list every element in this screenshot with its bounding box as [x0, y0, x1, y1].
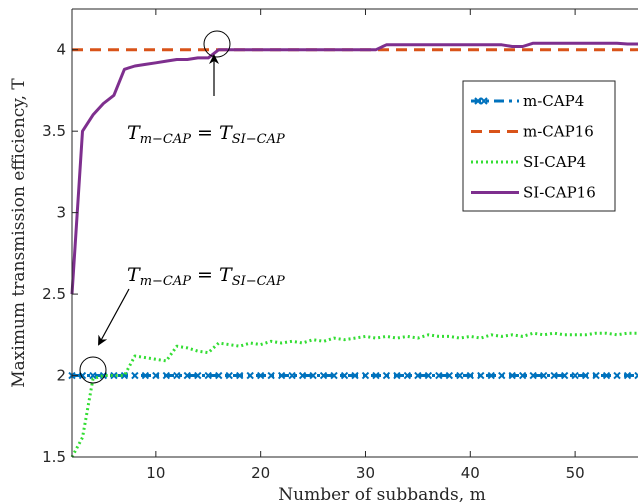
data-point: [445, 371, 454, 380]
data-point: [382, 371, 391, 380]
legend-box: [462, 80, 616, 212]
data-point: [194, 371, 202, 380]
data-point: [256, 371, 265, 380]
x-tick-label: 40: [461, 464, 480, 482]
data-point: [204, 371, 212, 380]
legend: m-CAP4 m-CAP16 SI-CAP4 SI-CAP16: [462, 80, 616, 212]
data-point: [424, 371, 433, 380]
data-point: [235, 371, 244, 380]
data-point: [309, 371, 317, 380]
data-point: [414, 371, 422, 380]
data-point: [581, 371, 590, 380]
y-axis-label: Maximum transmission efficiency, T: [9, 78, 29, 388]
data-point: [319, 371, 328, 380]
legend-label: SI-CAP16: [523, 184, 596, 202]
annotation-circle: [79, 356, 107, 384]
data-point: [592, 371, 600, 380]
data-point: [613, 371, 621, 380]
data-point: [571, 371, 579, 380]
data-point: [183, 371, 192, 380]
y-tick-label: 3.5: [42, 122, 66, 140]
data-point: [173, 371, 181, 380]
axes: [71, 8, 638, 458]
tick-labels: 10 20 30 40 50 1.5 2 2.5 3 3.5 4: [42, 41, 585, 482]
data-point: [560, 371, 569, 380]
data-point: [246, 371, 254, 380]
legend-label: m-CAP16: [523, 123, 594, 141]
legend-items: m-CAP4 m-CAP16 SI-CAP4 SI-CAP16: [471, 92, 596, 202]
data-point: [330, 371, 338, 380]
plot-area: [72, 9, 638, 457]
legend-marker: [474, 97, 482, 105]
x-tick-label: 50: [566, 464, 585, 482]
data-point: [529, 371, 537, 380]
data-point: [298, 371, 307, 380]
data-point: [477, 371, 485, 380]
data-point: [152, 371, 160, 380]
annotation: Tm−CAP = TSI−CAP: [127, 30, 285, 147]
series-line-si-cap4: [70, 331, 638, 458]
data-point: [602, 371, 611, 380]
annotations: Tm−CAP = TSI−CAP Tm−CAP = TSI−CAP: [79, 30, 285, 384]
data-point: [435, 371, 443, 380]
legend-marker: [480, 97, 488, 105]
data-point: [288, 371, 296, 380]
data-point: [487, 371, 495, 380]
x-tick-label: 30: [356, 464, 375, 482]
data-point: [634, 371, 638, 380]
y-tick-label: 3: [56, 204, 66, 222]
data-point: [550, 371, 558, 380]
y-tick-label: 1.5: [42, 448, 66, 466]
annotation-text: Tm−CAP = TSI−CAP: [127, 264, 285, 289]
data-point: [162, 371, 171, 380]
data-point: [110, 371, 118, 380]
x-tick-label: 20: [251, 464, 270, 482]
data-point: [131, 371, 139, 380]
data-point: [277, 371, 286, 380]
data-point: [539, 371, 548, 380]
series-line-si-cap16: [70, 41, 638, 295]
data-point: [215, 371, 223, 380]
legend-label: m-CAP4: [523, 92, 584, 110]
data-point: [89, 371, 97, 380]
data-point: [141, 371, 150, 380]
y-tick-label: 2: [56, 367, 66, 385]
x-tick-label: 10: [146, 464, 165, 482]
data-point: [403, 371, 412, 380]
annotation-arrow: [98, 288, 130, 346]
data-point: [267, 371, 275, 380]
data-point: [225, 371, 233, 380]
data-point: [623, 371, 632, 380]
annotation-text: Tm−CAP = TSI−CAP: [127, 122, 285, 147]
annotation: Tm−CAP = TSI−CAP: [79, 264, 285, 384]
data-point: [518, 371, 527, 380]
data-point: [361, 371, 370, 380]
data-point: [456, 371, 464, 380]
x-axis-label: Number of subbands, m: [278, 485, 485, 503]
series-layer: [68, 41, 638, 458]
data-point: [372, 371, 380, 380]
legend-label: SI-CAP4: [523, 153, 586, 171]
data-point: [498, 371, 506, 380]
data-point: [466, 371, 475, 380]
data-point: [351, 371, 359, 380]
y-tick-label: 2.5: [42, 285, 66, 303]
y-tick-label: 4: [56, 41, 66, 59]
data-point: [393, 371, 401, 380]
data-point: [340, 371, 349, 380]
data-point: [508, 371, 516, 380]
